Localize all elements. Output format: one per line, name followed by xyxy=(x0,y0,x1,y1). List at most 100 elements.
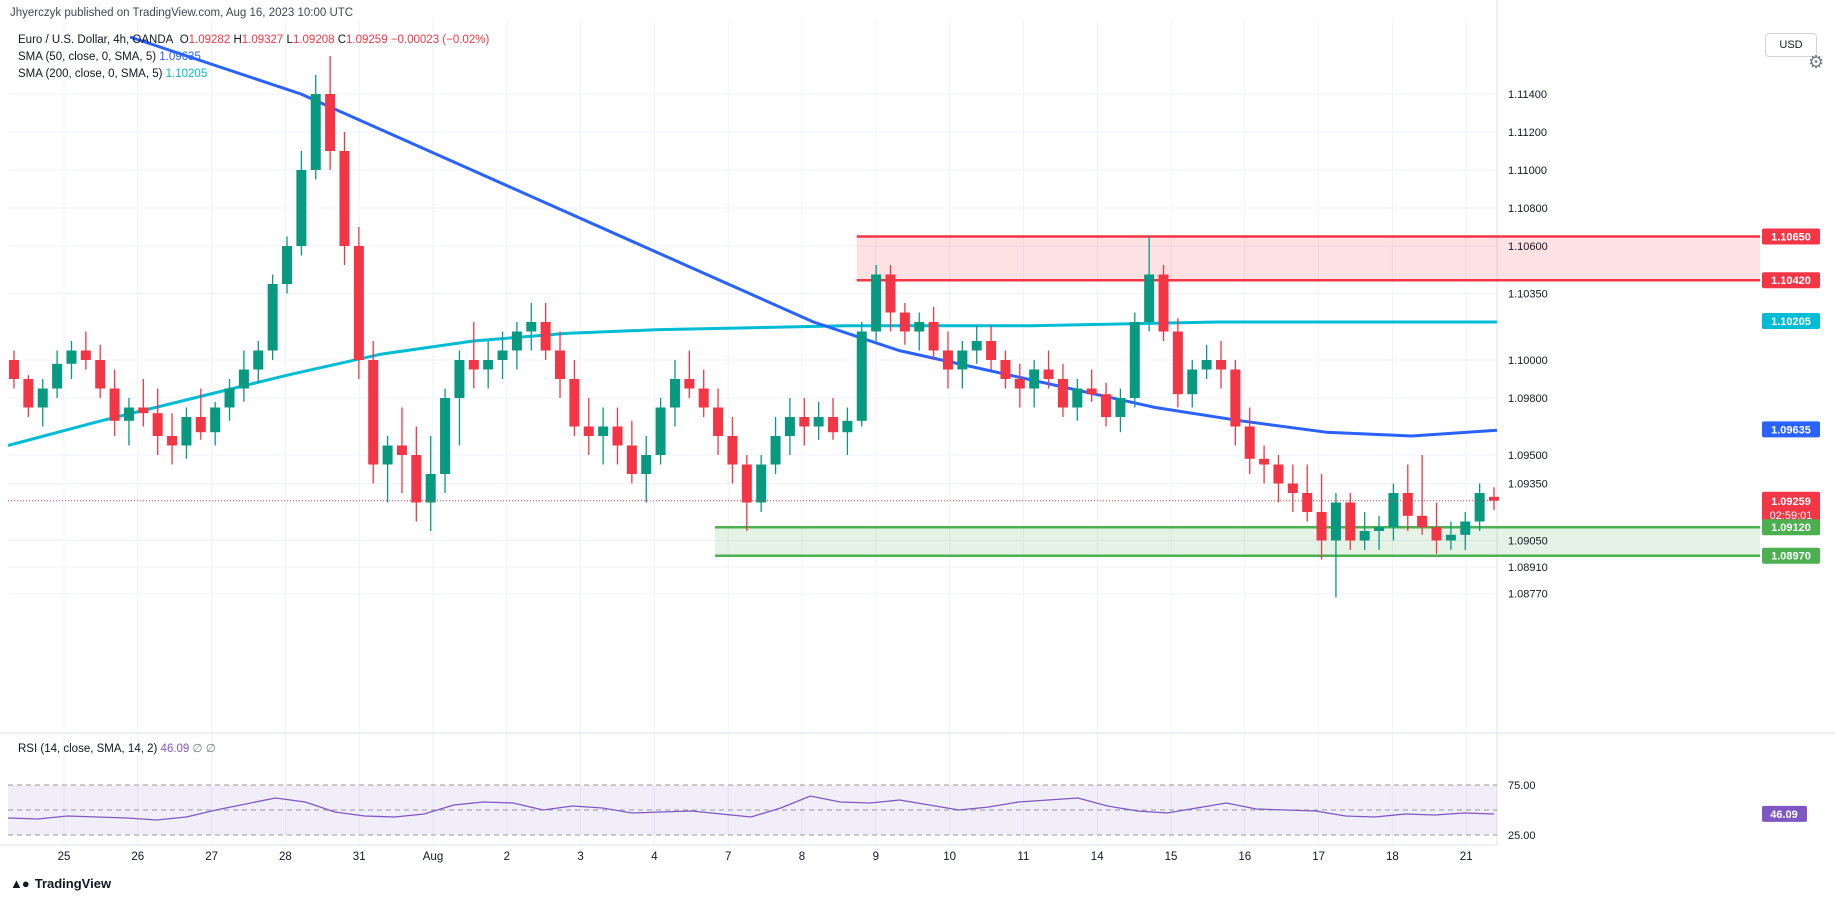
time-tick-label: 17 xyxy=(1312,851,1325,863)
tradingview-logo[interactable]: ▲● TradingView xyxy=(10,876,112,891)
candle-body xyxy=(741,464,752,503)
candle-body xyxy=(9,360,19,379)
time-tick-label: 15 xyxy=(1165,851,1178,863)
chart-grid xyxy=(0,0,1835,846)
candle-body xyxy=(1244,426,1255,459)
candle-body xyxy=(66,350,77,364)
price-label-text: 1.09635 xyxy=(1771,424,1811,436)
rsi-tick-label: 25.00 xyxy=(1508,830,1536,842)
price-label-support xyxy=(1762,519,1820,536)
rsi-tick-label: 75.00 xyxy=(1508,780,1536,792)
candle-body xyxy=(1115,398,1126,417)
candle-body xyxy=(511,331,522,351)
candle-body xyxy=(195,417,206,433)
close-value: 1.09259 xyxy=(346,34,388,46)
candle-body xyxy=(669,379,680,408)
candle-body xyxy=(1431,527,1442,541)
price-label-text: 1.09120 xyxy=(1771,522,1811,534)
time-tick-label: Aug xyxy=(423,851,443,863)
price-tick-label: 1.10600 xyxy=(1508,241,1548,253)
time-tick-label: 18 xyxy=(1386,851,1399,863)
rsi-line xyxy=(7,795,1495,821)
candle-body xyxy=(899,312,910,332)
candle-body xyxy=(1287,483,1298,493)
candle-body xyxy=(1129,322,1140,398)
candle-body xyxy=(526,322,537,332)
candle-body xyxy=(885,274,896,313)
candle-body xyxy=(152,413,163,436)
candle-body xyxy=(1302,493,1313,512)
candle-body xyxy=(267,284,278,351)
candle-body xyxy=(468,360,479,370)
price-tick-label: 1.11200 xyxy=(1508,127,1547,139)
rsi-extra: ∅ ∅ xyxy=(192,743,216,755)
candle-body xyxy=(842,420,853,433)
time-tick-label: 10 xyxy=(943,851,956,863)
rsi-legend[interactable]: RSI (14, close, SMA, 14, 2) 46.09 ∅ ∅ xyxy=(18,743,216,755)
low-value: 1.09208 xyxy=(292,34,335,46)
rsi-pane xyxy=(7,784,1497,836)
gear-icon[interactable]: ⚙ xyxy=(1808,52,1825,72)
candle-body xyxy=(971,341,982,351)
candle-body xyxy=(1101,394,1112,417)
time-tick-label: 28 xyxy=(279,851,292,863)
candle-body xyxy=(727,436,738,465)
price-tick-label: 1.10800 xyxy=(1508,203,1548,215)
candle-body xyxy=(986,341,997,360)
rsi-value-label-text: 46.09 xyxy=(1770,809,1798,821)
candle-body xyxy=(1316,512,1327,541)
candle-body xyxy=(1072,388,1083,408)
sma50-legend[interactable]: SMA (50, close, 0, SMA, 5) 1.09635 xyxy=(18,51,201,63)
candle-body xyxy=(1230,369,1241,427)
candle-body xyxy=(282,246,293,284)
open-value: 1.09282 xyxy=(188,34,231,46)
sma200-value: 1.10205 xyxy=(165,68,208,80)
candle-body xyxy=(957,350,968,370)
candle-body xyxy=(396,445,407,455)
candle-body xyxy=(80,350,91,360)
currency-button[interactable]: USD xyxy=(1765,33,1817,57)
price-label-text: 1.09259 xyxy=(1771,496,1811,508)
candle-body xyxy=(1460,521,1471,535)
candle-body xyxy=(253,350,264,370)
candle-body xyxy=(784,417,795,436)
candle-body xyxy=(1402,493,1413,516)
candle-body xyxy=(598,426,609,436)
candle-body xyxy=(325,94,336,151)
tradingview-mark-icon: ▲● xyxy=(10,876,30,891)
published-info: Jhyerczyk published on TradingView.com, … xyxy=(10,7,354,19)
time-tick-label: 27 xyxy=(205,851,218,863)
price-tick-label: 1.11000 xyxy=(1508,165,1547,177)
candle-body xyxy=(52,363,63,389)
countdown-text: 02:59:01 xyxy=(1770,510,1813,522)
price-tick-label: 1.10350 xyxy=(1508,289,1548,301)
candle-body xyxy=(1158,274,1169,332)
candle-body xyxy=(1374,527,1385,531)
symbol-legend[interactable]: Euro / U.S. Dollar, 4h, OANDA O1.09282 H… xyxy=(18,34,490,46)
price-tick-label: 1.09050 xyxy=(1508,536,1548,548)
candle-body xyxy=(555,350,566,379)
time-tick-label: 26 xyxy=(131,851,144,863)
candle-body xyxy=(238,369,249,389)
candle-body xyxy=(1144,274,1155,322)
support-resistance-zones xyxy=(715,235,1761,557)
rsi-value-label xyxy=(1762,805,1807,822)
time-tick-label: 2 xyxy=(504,851,510,863)
support-zone xyxy=(715,527,1761,556)
candle-body xyxy=(1000,360,1011,379)
candle-body xyxy=(928,322,939,351)
candle-body xyxy=(1417,515,1428,528)
candle-body xyxy=(914,322,925,332)
price-axis: 1.11400 1.11200 1.11000 1.10800 1.10600 1.103… xyxy=(1508,89,1820,842)
price-tick-label: 1.08910 xyxy=(1508,562,1548,574)
candle-body xyxy=(296,170,307,246)
candle-body xyxy=(655,407,666,455)
candle-body xyxy=(1474,493,1485,522)
time-axis: 25 26 27 28 31 Aug 2 3 4 7 8 9 10 11 14 15 16 17 18 21 xyxy=(58,851,1473,863)
price-tick-label: 1.11400 xyxy=(1508,89,1547,101)
time-tick-label: 11 xyxy=(1017,851,1029,863)
price-label-sma200 xyxy=(1762,313,1820,330)
sma200-legend[interactable]: SMA (200, close, 0, SMA, 5) 1.10205 xyxy=(18,68,208,80)
change-value: −0.00023 (−0.02%) xyxy=(390,34,490,46)
